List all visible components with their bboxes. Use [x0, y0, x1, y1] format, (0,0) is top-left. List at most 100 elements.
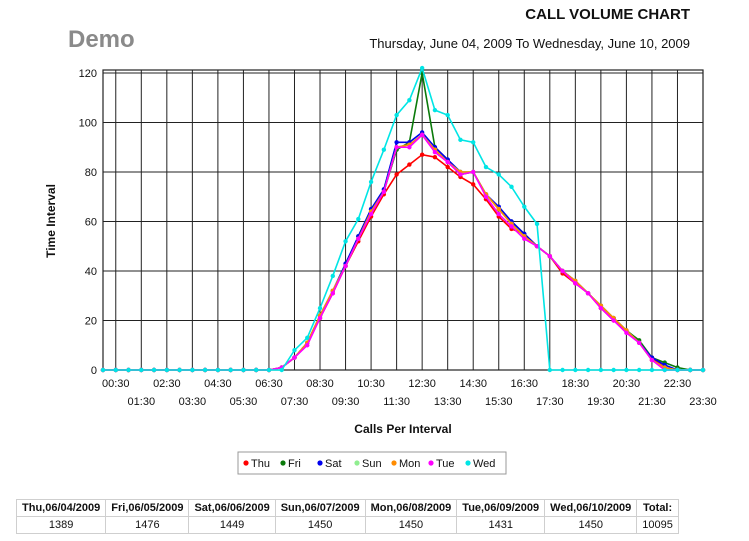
column-header: Thu,06/04/2009 [15, 499, 107, 517]
data-point-wed [522, 204, 527, 209]
x-tick-label: 04:30 [204, 378, 232, 390]
column-header: Sat,06/06/2009 [188, 499, 276, 517]
data-point-sat [394, 140, 399, 145]
x-tick-label: 08:30 [306, 378, 334, 390]
data-point-tue [483, 194, 489, 199]
x-tick-label: 09:30 [332, 396, 360, 408]
y-tick-label: 120 [79, 68, 97, 80]
legend-label-thu: Thu [251, 458, 270, 470]
data-point-wed [547, 367, 553, 373]
data-point-wed [394, 112, 399, 118]
data-point-wed [228, 367, 233, 373]
data-point-thu [471, 182, 476, 187]
x-tick-label: 02:30 [153, 378, 181, 390]
data-point-wed [560, 367, 565, 373]
data-point-wed [317, 305, 323, 311]
data-point-wed [126, 367, 131, 373]
x-tick-label: 03:30 [179, 396, 207, 408]
summary-table: Thu,06/04/2009 Fri,06/05/2009 Sat,06/06/20… [15, 499, 679, 534]
x-tick-label: 17:30 [536, 396, 564, 408]
data-point-wed [688, 367, 693, 373]
data-point-tue [330, 291, 335, 296]
data-point-mon [496, 206, 501, 212]
column-header: Fri,06/05/2009 [105, 499, 190, 517]
data-point-tue [292, 355, 297, 360]
y-tick-label: 100 [79, 118, 97, 130]
data-point-tue [458, 172, 463, 177]
x-tick-label: 14:30 [459, 378, 487, 390]
data-point-tue [305, 343, 310, 348]
x-tick-label: 19:30 [587, 396, 615, 408]
column-value: 1450 [364, 516, 458, 534]
line-chart: 0 20 40 60 80 100 120 00:30 01:30 02:30 03:30 04:30… [44, 65, 717, 475]
data-point-wed [279, 367, 284, 373]
column-header: Total: [636, 499, 679, 517]
data-point-wed [305, 335, 310, 341]
data-point-wed [509, 184, 514, 190]
data-point-tue [585, 291, 591, 296]
data-point-wed [483, 164, 489, 170]
column-value: 1389 [15, 516, 107, 534]
data-point-tue [381, 189, 387, 194]
data-point-tue [356, 236, 361, 242]
legend-label-wed: Wed [473, 458, 495, 470]
y-tick-label: 80 [85, 167, 97, 179]
data-point-wed [368, 179, 374, 185]
column-value: 1476 [105, 516, 190, 534]
x-tick-label: 10:30 [357, 378, 385, 390]
column-value: 1449 [188, 516, 276, 534]
data-point-tue [496, 211, 501, 217]
x-tick-label: 18:30 [562, 378, 590, 390]
x-tick-label: 12:30 [408, 378, 436, 390]
data-point-wed [139, 367, 144, 373]
data-point-wed [573, 367, 578, 373]
data-point-tue [509, 224, 514, 229]
legend-marker-sun [354, 460, 360, 466]
data-point-wed [496, 172, 501, 177]
data-point-wed [202, 367, 208, 373]
x-tick-label: 06:30 [255, 378, 283, 390]
legend-label-tue: Tue [436, 458, 455, 470]
chart-title: CALL VOLUME CHART [525, 6, 690, 23]
summary-value-row: 1389 1476 1449 1450 1450 1431 1450 10095 [15, 516, 679, 534]
summary-header-row: Thu,06/04/2009 Fri,06/05/2009 Sat,06/06/20… [15, 499, 679, 517]
data-point-tue [649, 357, 655, 363]
brand-logo: Demo [68, 26, 135, 53]
data-point-wed [662, 367, 667, 373]
data-point-wed [445, 112, 450, 118]
data-point-tue [419, 132, 425, 138]
data-point-tue [573, 281, 578, 286]
data-point-wed [407, 98, 412, 103]
data-point-wed [471, 140, 476, 145]
data-point-tue [368, 211, 374, 217]
data-point-wed [215, 367, 221, 373]
data-point-thu [419, 152, 425, 157]
column-header: Mon,06/08/2009 [364, 499, 458, 517]
data-point-wed [636, 367, 642, 373]
data-point-wed [534, 221, 540, 227]
data-point-tue [560, 268, 565, 274]
y-axis-title: Time Interval [44, 184, 58, 258]
x-tick-label: 00:30 [102, 378, 130, 390]
legend-marker-sat [317, 460, 323, 466]
data-point-tue [547, 253, 553, 259]
y-tick-label: 60 [85, 217, 97, 229]
plot-border [102, 69, 704, 371]
data-point-wed [330, 273, 335, 279]
data-point-wed [432, 107, 438, 113]
x-tick-label: 23:30 [689, 396, 717, 408]
column-value: 1450 [274, 516, 366, 534]
data-point-wed [700, 367, 706, 373]
data-point-tue [471, 169, 476, 175]
data-point-wed [266, 367, 272, 373]
data-point-tue [432, 150, 438, 155]
x-tick-label: 05:30 [230, 396, 258, 408]
data-point-thu [432, 154, 438, 160]
data-point-thu [394, 172, 399, 177]
data-point-tue [407, 145, 412, 150]
data-point-tue [343, 263, 348, 269]
legend-label-sun: Sun [362, 458, 382, 470]
date-range: Thursday, June 04, 2009 To Wednesday, Ju… [369, 36, 690, 51]
data-point-wed [113, 367, 118, 373]
